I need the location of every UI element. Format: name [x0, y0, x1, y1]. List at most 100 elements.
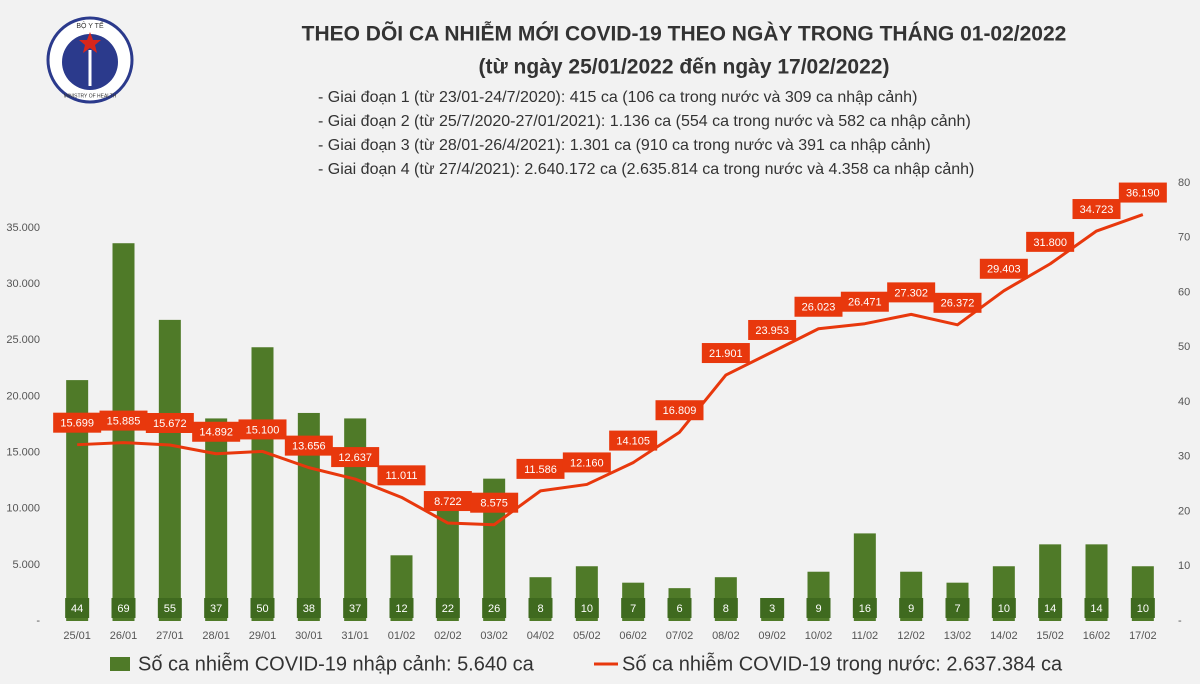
line-label: 16.809 [663, 405, 697, 417]
x-tick-label: 02/02 [434, 630, 462, 642]
y-tick-label: 25.000 [6, 334, 40, 346]
y2-tick-label: 10 [1178, 560, 1190, 572]
x-tick-label: 25/01 [63, 630, 91, 642]
y-tick-label: 35.000 [6, 222, 40, 234]
x-tick-label: 15/02 [1036, 630, 1064, 642]
x-tick-label: 05/02 [573, 630, 601, 642]
bar-label: 50 [256, 603, 268, 615]
line-label-box [1118, 182, 1167, 203]
bar-label-box [945, 598, 970, 618]
x-tick-label: 27/01 [156, 630, 184, 642]
line-label-box [238, 419, 287, 440]
bar [483, 478, 506, 621]
line-label: 12.160 [570, 457, 604, 469]
bar-label-box [621, 598, 646, 618]
bar-label: 37 [349, 603, 361, 615]
bar-label-box [157, 598, 182, 618]
x-tick-label: 13/02 [944, 630, 972, 642]
line-label: 8.575 [480, 498, 508, 510]
line-label-box [99, 410, 148, 431]
x-tick-label: 03/02 [480, 630, 508, 642]
bar-label-box [1038, 598, 1063, 618]
line-label: 21.901 [709, 348, 743, 360]
logo: BỘ Y TẾ MINISTRY OF HEALTH [46, 16, 134, 104]
bar-label: 8 [537, 603, 543, 615]
x-tick-label: 26/01 [110, 630, 138, 642]
line-label-box [377, 465, 426, 486]
legend-swatch [110, 657, 130, 671]
line-label-box [562, 452, 611, 473]
line-label-box [516, 458, 565, 479]
x-tick-label: 06/02 [619, 630, 647, 642]
bar-label: 8 [723, 603, 729, 615]
y2-tick-label: 70 [1178, 232, 1190, 244]
line-label-box [423, 491, 472, 512]
bar-label: 3 [769, 603, 775, 615]
annotation: - Giai đoạn 4 (từ 27/4/2021): 2.640.172 … [318, 161, 974, 178]
chart-subtitle: (từ ngày 25/01/2022 đến ngày 17/02/2022) [479, 56, 890, 79]
bar-label: 26 [488, 603, 500, 615]
line-label: 36.190 [1126, 187, 1160, 199]
bar-label: 14 [1090, 603, 1102, 615]
line-label: 15.885 [107, 416, 141, 428]
line-label: 26.023 [802, 302, 836, 314]
bar-label-box [1084, 598, 1109, 618]
x-tick-label: 16/02 [1083, 630, 1111, 642]
bar-label-box [1130, 598, 1155, 618]
x-tick-label: 17/02 [1129, 630, 1157, 642]
line-label-box [701, 343, 750, 364]
y2-tick-label: 80 [1178, 177, 1190, 189]
line-label: 31.800 [1033, 237, 1067, 249]
bar-label-box [574, 598, 599, 618]
bar-label-box [528, 598, 553, 618]
bar-label-box [435, 598, 460, 618]
y-tick-label: 30.000 [6, 278, 40, 290]
bar-label: 10 [581, 603, 593, 615]
x-tick-label: 14/02 [990, 630, 1018, 642]
x-tick-label: 08/02 [712, 630, 740, 642]
line-label-box [1072, 199, 1121, 220]
line-label-box [794, 296, 843, 317]
y2-tick-label: - [1178, 615, 1182, 627]
y2-tick-label: 30 [1178, 451, 1190, 463]
y-tick-label: 20.000 [6, 390, 40, 402]
bar-label-box [713, 598, 738, 618]
logo-bottom: MINISTRY OF HEALTH [64, 93, 117, 99]
bar-label: 7 [954, 603, 960, 615]
bar-label: 22 [442, 603, 454, 615]
line-label: 27.302 [894, 287, 928, 299]
bar-label-box [806, 598, 831, 618]
bar [205, 418, 228, 621]
bar-label-box [482, 598, 507, 618]
bar-label: 6 [676, 603, 682, 615]
y-tick-label: 15.000 [6, 446, 40, 458]
legend-label: Số ca nhiễm COVID-19 nhập cảnh: 5.640 ca [138, 652, 535, 675]
line-label-box [470, 492, 519, 513]
bar [112, 243, 135, 621]
bar-label: 69 [117, 603, 129, 615]
logo-top: BỘ Y TẾ [76, 20, 104, 30]
annotation: - Giai đoạn 1 (từ 23/01-24/7/2020): 415 … [318, 89, 917, 106]
x-tick-label: 29/01 [249, 630, 277, 642]
bar-label-box [389, 598, 414, 618]
y-tick-label: - [36, 615, 40, 627]
bar-label: 10 [1137, 603, 1149, 615]
x-tick-label: 30/01 [295, 630, 323, 642]
bar-label-box [899, 598, 924, 618]
bar-label-box [250, 598, 275, 618]
x-tick-label: 09/02 [758, 630, 786, 642]
bar [436, 500, 459, 621]
y2-tick-label: 50 [1178, 341, 1190, 353]
bar-label: 12 [395, 603, 407, 615]
line-label: 15.100 [246, 424, 280, 436]
x-tick-label: 12/02 [897, 630, 925, 642]
bar [251, 347, 274, 621]
bar-label-box [65, 598, 90, 618]
line-label-box [145, 412, 194, 433]
line-label-box [192, 421, 241, 442]
line-label-box [748, 319, 797, 340]
line-label-box [979, 258, 1028, 279]
bar [344, 418, 367, 621]
bar-label: 44 [71, 603, 83, 615]
